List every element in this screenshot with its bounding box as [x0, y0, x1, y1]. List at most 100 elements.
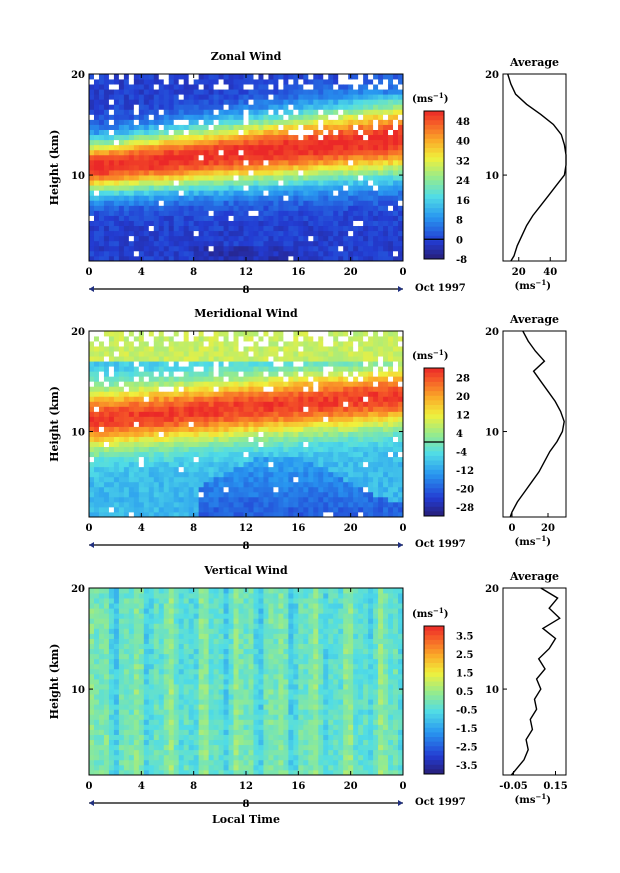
- heatmap-cell: [268, 391, 274, 397]
- heatmap-cell: [208, 396, 214, 402]
- heatmap-cell: [313, 366, 319, 372]
- heatmap-cell: [188, 245, 195, 252]
- heatmap-cell: [188, 139, 195, 146]
- heatmap-cell: [103, 714, 110, 720]
- heatmap-cell: [378, 185, 384, 191]
- colorbar-swatch: [424, 203, 444, 209]
- heatmap-cell: [393, 351, 399, 357]
- heatmap-cell: [248, 486, 254, 493]
- heatmap-cell: [378, 180, 384, 186]
- heatmap-cell: [373, 451, 379, 458]
- heatmap-cell: [268, 159, 274, 166]
- heatmap-cell: [133, 230, 140, 237]
- heatmap-cell: [93, 361, 100, 367]
- heatmap-cell: [178, 386, 185, 392]
- heatmap-cell: [163, 129, 170, 136]
- heatmap-cell: [238, 431, 244, 437]
- heatmap-cell: [348, 225, 354, 232]
- heatmap-cell: [328, 351, 334, 357]
- heatmap-cell: [273, 471, 279, 478]
- heatmap-cell: [238, 446, 244, 453]
- heatmap-cell: [103, 386, 110, 392]
- heatmap-cell: [138, 180, 145, 186]
- heatmap-cell: [333, 391, 339, 397]
- heatmap-cell: [313, 225, 319, 232]
- heatmap-cell: [343, 346, 349, 352]
- heatmap-cell: [268, 426, 274, 432]
- heatmap-cell: [383, 426, 389, 432]
- heatmap-cell: [298, 134, 304, 141]
- heatmap-cell: [243, 245, 249, 252]
- heatmap-cell: [128, 225, 135, 232]
- heatmap-cell: [203, 154, 210, 161]
- heatmap-cell: [98, 114, 105, 120]
- heatmap-cell: [308, 396, 314, 402]
- heatmap-cell: [98, 129, 105, 136]
- heatmap-cell: [123, 154, 130, 161]
- heatmap-cell: [363, 89, 369, 95]
- heatmap-cell: [223, 461, 229, 468]
- heatmap-cell: [118, 94, 125, 100]
- heatmap-cell: [218, 406, 224, 412]
- heatmap-cell: [388, 240, 394, 247]
- heatmap-cell: [253, 506, 259, 513]
- heatmap-cell: [203, 331, 210, 337]
- heatmap-cell: [328, 491, 334, 498]
- heatmap-cell: [138, 124, 145, 130]
- heatmap-cell: [138, 486, 145, 493]
- heatmap-cell: [93, 185, 100, 191]
- heatmap-cell: [193, 416, 200, 422]
- heatmap-cell: [393, 411, 399, 417]
- heatmap-cell: [163, 361, 170, 367]
- heatmap-cell: [198, 109, 205, 115]
- heatmap-cell: [268, 346, 274, 352]
- heatmap-cell: [98, 104, 105, 110]
- heatmap-cell: [253, 361, 259, 367]
- heatmap-cell: [98, 689, 105, 695]
- heatmap-cell: [258, 381, 264, 387]
- heatmap-cell: [383, 331, 389, 337]
- heatmap-cell: [223, 154, 229, 161]
- heatmap-cell: [368, 441, 374, 448]
- heatmap-cell: [173, 220, 180, 227]
- heatmap-cell: [293, 416, 299, 422]
- heatmap-cell: [263, 245, 269, 252]
- heatmap-cell: [193, 104, 200, 110]
- heatmap-cell: [373, 336, 379, 342]
- heatmap-cell: [228, 406, 234, 412]
- heatmap-cell: [128, 134, 135, 141]
- heatmap-cell: [98, 496, 105, 503]
- heatmap-cell: [143, 356, 150, 362]
- heatmap-cell: [148, 74, 155, 80]
- heatmap-cell: [348, 180, 354, 186]
- heatmap-cell: [318, 486, 324, 493]
- heatmap-cell: [263, 421, 269, 427]
- heatmap-cell: [373, 366, 379, 372]
- heatmap-cell: [283, 240, 289, 247]
- heatmap-cell: [388, 230, 394, 237]
- colorbar-label: 20: [456, 392, 470, 403]
- heatmap-cell: [318, 185, 324, 191]
- heatmap-cell: [208, 134, 214, 141]
- heatmap-cell: [208, 431, 214, 437]
- heatmap-cell: [218, 496, 224, 503]
- heatmap-cell: [388, 104, 394, 110]
- heatmap-cell: [398, 215, 404, 221]
- heatmap-cell: [143, 466, 150, 473]
- heatmap-cell: [228, 119, 234, 125]
- heatmap-cell: [153, 210, 160, 216]
- heatmap-cell: [338, 466, 344, 473]
- heatmap-cell: [343, 396, 349, 402]
- heatmap-cell: [128, 441, 135, 448]
- heatmap-cell: [113, 436, 120, 442]
- heatmap-cell: [343, 466, 349, 473]
- heatmap-cell: [238, 215, 244, 221]
- heatmap-cell: [368, 386, 374, 392]
- heatmap-cell: [188, 180, 195, 186]
- profile-x-tick-label: 20: [541, 523, 555, 534]
- heatmap-cell: [128, 481, 135, 488]
- heatmap-cell: [223, 491, 229, 498]
- heatmap-cell: [338, 471, 344, 478]
- heatmap-cell: [318, 331, 324, 337]
- heatmap-cell: [383, 341, 389, 347]
